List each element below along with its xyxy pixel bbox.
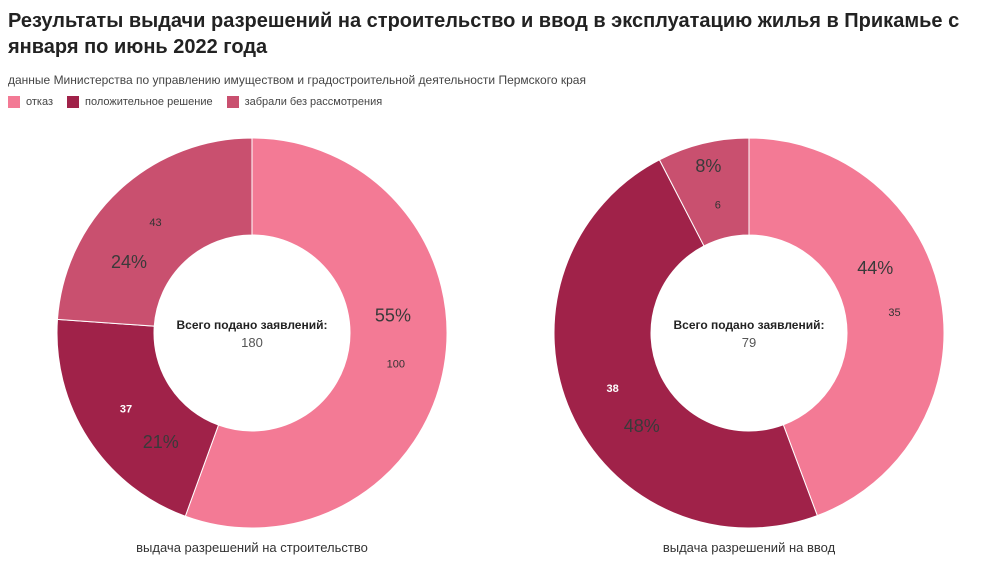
donut-slice[interactable] bbox=[56, 137, 253, 327]
value-label: 43 bbox=[149, 217, 161, 229]
donut-slice[interactable] bbox=[748, 137, 945, 517]
percent-label: 48% bbox=[624, 416, 660, 436]
percent-label: 21% bbox=[143, 432, 179, 452]
chart-title: Результаты выдачи разрешений на строител… bbox=[8, 10, 960, 58]
legend-swatch bbox=[226, 96, 239, 108]
donut-slice[interactable] bbox=[56, 318, 220, 517]
center-label: Всего подано заявлений: bbox=[674, 318, 825, 332]
donut-slice[interactable] bbox=[658, 137, 750, 247]
legend-swatch bbox=[8, 96, 20, 108]
value-label: 35 bbox=[888, 307, 900, 319]
center-total: 180 bbox=[241, 335, 263, 350]
percent-label: 55% bbox=[375, 306, 411, 326]
legend-label: отказ bbox=[26, 96, 54, 108]
legend: отказ положительное решение забрали без … bbox=[8, 96, 382, 108]
percent-label: 44% bbox=[857, 258, 893, 278]
legend-item-withdrawn[interactable]: забрали без рассмотрения bbox=[226, 96, 383, 108]
center-total: 79 bbox=[742, 335, 756, 350]
chart-subtitle: данные Министерства по управлению имущес… bbox=[8, 73, 586, 87]
legend-item-positive[interactable]: положительное решение bbox=[67, 96, 213, 108]
value-label: 38 bbox=[607, 383, 619, 395]
legend-swatch bbox=[67, 96, 80, 108]
value-label: 6 bbox=[715, 200, 721, 212]
legend-item-otkaz[interactable]: отказ bbox=[8, 96, 53, 108]
percent-label: 8% bbox=[695, 156, 721, 176]
chart-caption-commissioning: выдача разрешений на ввод bbox=[662, 540, 836, 555]
percent-label: 24% bbox=[111, 252, 147, 272]
donut-slice[interactable] bbox=[553, 159, 818, 529]
value-label: 100 bbox=[387, 359, 405, 371]
legend-label: положительное решение bbox=[85, 96, 213, 108]
donut-slice[interactable] bbox=[184, 137, 448, 529]
value-label: 37 bbox=[120, 404, 132, 416]
center-label: Всего подано заявлений: bbox=[177, 318, 328, 332]
legend-label: забрали без рассмотрения bbox=[244, 96, 383, 108]
chart-caption-construction: выдача разрешений на строительство bbox=[136, 540, 368, 555]
